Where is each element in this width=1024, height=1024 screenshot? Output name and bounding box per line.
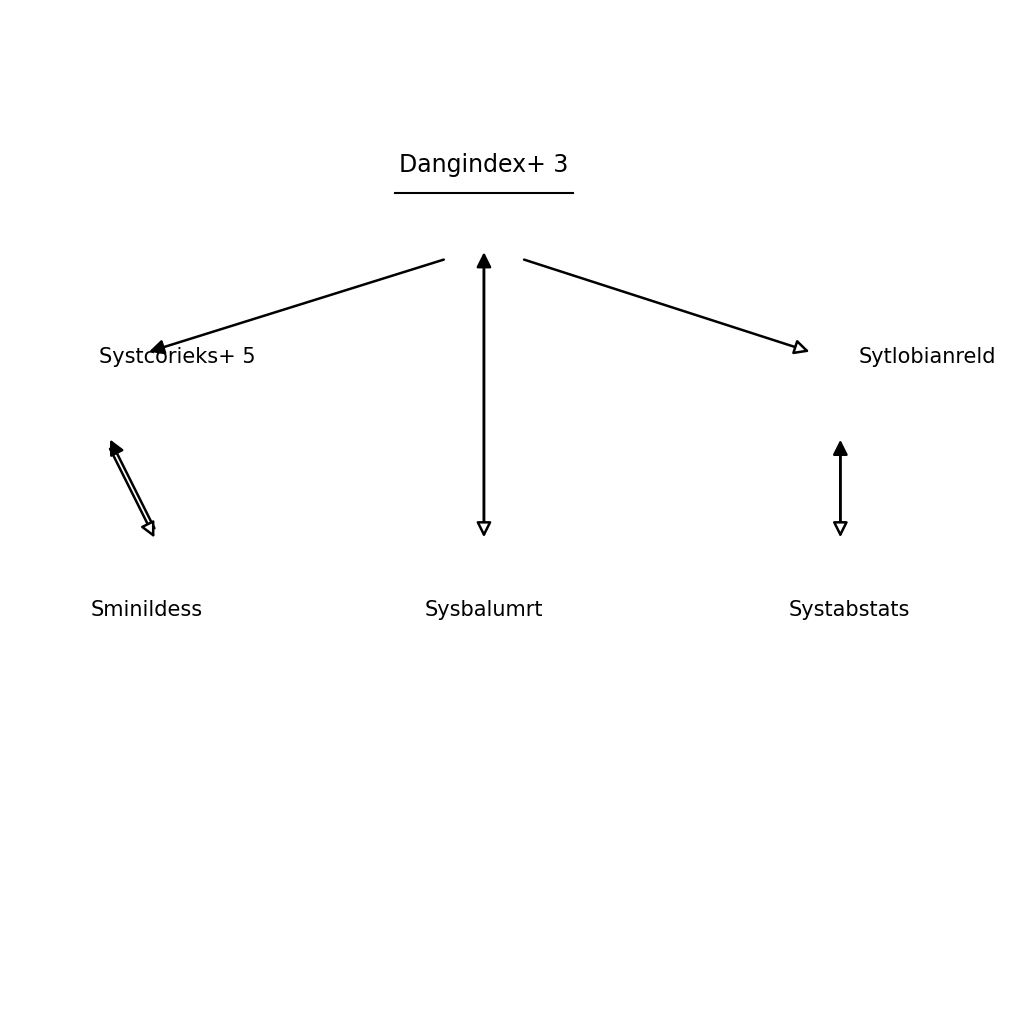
Text: Sytlobianreld: Sytlobianreld — [859, 347, 996, 368]
Text: Systcorieks+ 5: Systcorieks+ 5 — [99, 347, 256, 368]
Text: Systabstats: Systabstats — [790, 600, 910, 621]
Text: Dangindex+ 3: Dangindex+ 3 — [399, 153, 568, 177]
Text: Sysbalumrt: Sysbalumrt — [425, 600, 543, 621]
Text: Sminildess: Sminildess — [90, 600, 203, 621]
